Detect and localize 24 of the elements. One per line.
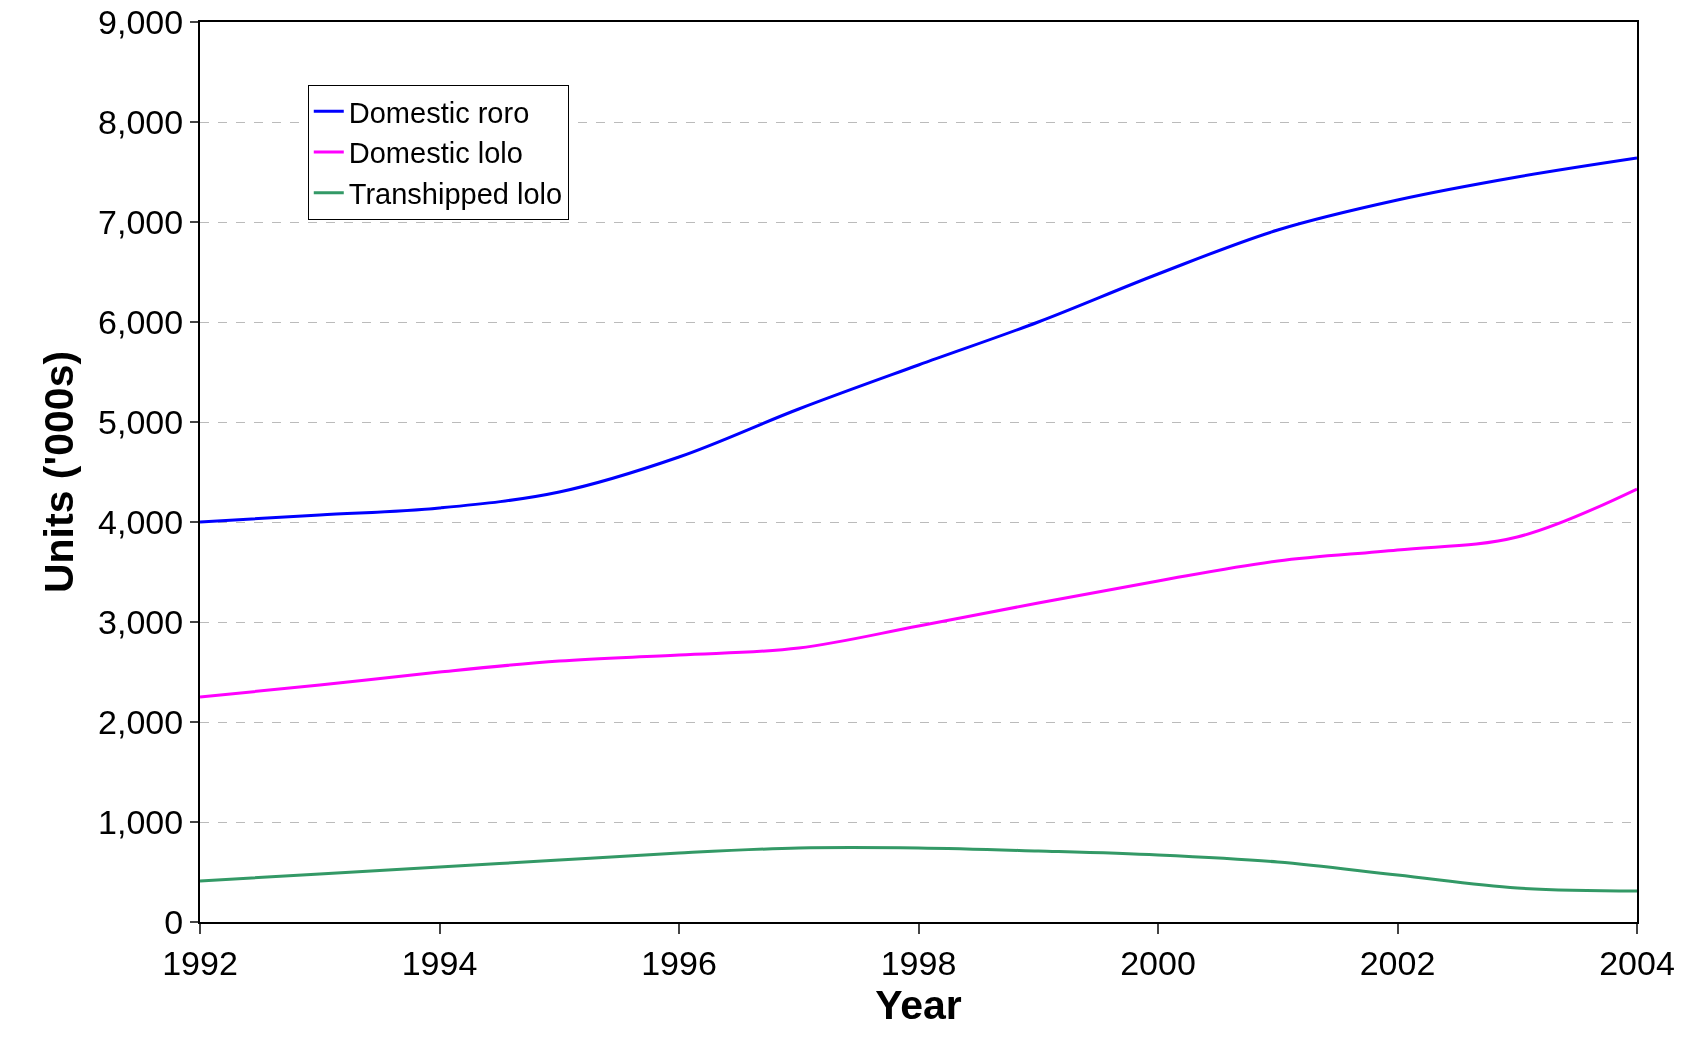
y-tick-label: 8,000 [98, 102, 184, 141]
y-tick-label: 6,000 [98, 302, 184, 341]
x-tick-label: 2004 [1599, 943, 1675, 982]
y-tick-label: 4,000 [98, 502, 184, 541]
y-tick-label: 1,000 [98, 802, 184, 841]
x-tick-label: 2002 [1359, 943, 1436, 982]
x-tick-label: 1994 [401, 943, 478, 982]
y-axis-title: Units ('000s) [35, 350, 82, 594]
y-tick-label: 2,000 [98, 702, 184, 741]
x-tick-label: 1992 [162, 943, 238, 982]
y-tick-label: 9,000 [98, 2, 184, 41]
y-tick-label: 0 [164, 902, 184, 941]
x-tick-label: 1998 [880, 943, 957, 982]
y-tick-label: 3,000 [98, 602, 184, 641]
x-axis-title: Year [875, 981, 962, 1028]
x-tick-label: 2000 [1120, 943, 1196, 982]
x-tick-label: 1996 [641, 943, 717, 982]
y-tick-label: 7,000 [98, 202, 184, 241]
line-series [200, 487, 1637, 699]
legend-label: Transhipped lolo [348, 178, 563, 211]
y-tick-label: 5,000 [98, 402, 184, 441]
line-series [200, 846, 1637, 893]
legend-label: Domestic lolo [348, 137, 523, 170]
legend-label: Domestic roro [348, 96, 530, 129]
